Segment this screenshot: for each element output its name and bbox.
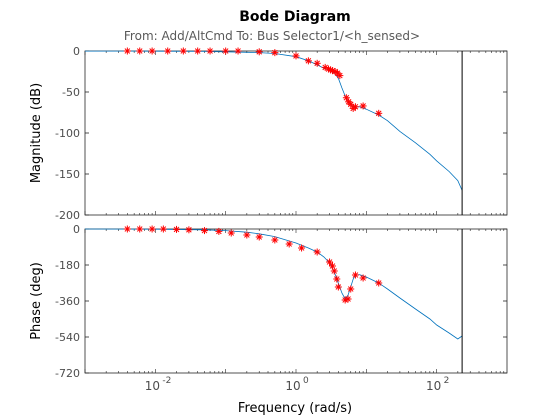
magnitude-data-marker <box>136 47 144 55</box>
magnitude-ylabel: Magnitude (dB) <box>29 83 44 183</box>
magnitude-data-marker <box>359 102 367 110</box>
phase-data-marker <box>243 231 251 239</box>
phase-data-marker <box>330 267 338 275</box>
magnitude-data-marker <box>234 47 242 55</box>
magnitude-axes-box <box>84 50 508 216</box>
magnitude-data-marker <box>123 47 131 55</box>
phase-data-marker <box>159 225 167 233</box>
magnitude-ytick-label: 0 <box>73 45 80 58</box>
magnitude-data-marker <box>194 47 202 55</box>
phase-data-marker <box>285 240 293 248</box>
xtick-exponent: 0 <box>303 376 309 386</box>
phase-ytick-label: -360 <box>55 295 80 308</box>
magnitude-ytick-label: -150 <box>55 168 80 181</box>
magnitude-series <box>84 47 463 215</box>
magnitude-data-marker <box>342 94 350 102</box>
xtick-exponent: -2 <box>162 376 171 386</box>
magnitude-data-marker <box>375 109 383 117</box>
magnitude-data-marker <box>148 47 156 55</box>
phase-data-marker <box>359 274 367 282</box>
phase-data-marker <box>328 262 336 270</box>
phase-data-marker <box>173 225 181 233</box>
phase-data-marker <box>227 229 235 237</box>
phase-data-marker <box>148 225 156 233</box>
phase-data-marker <box>326 258 334 266</box>
phase-data-marker <box>255 233 263 241</box>
magnitude-data-marker <box>336 72 344 80</box>
magnitude-ytick-label: -200 <box>55 209 80 222</box>
phase-data-marker <box>200 227 208 235</box>
phase-data-marker <box>333 275 341 283</box>
magnitude-data-marker <box>313 59 321 67</box>
magnitude-data-marker <box>351 103 359 111</box>
phase-data-marker <box>123 225 131 233</box>
phase-data-marker <box>185 226 193 234</box>
xtick-label: 10 <box>285 379 300 393</box>
magnitude-data-marker <box>292 52 300 60</box>
phase-data-marker <box>375 279 383 287</box>
xtick-label: 10 <box>426 379 441 393</box>
magnitude-data-marker <box>321 63 329 71</box>
chart-title: Bode Diagram <box>239 9 351 25</box>
magnitude-data-marker <box>222 47 230 55</box>
phase-data-marker <box>136 225 144 233</box>
xtick-exponent: 2 <box>444 376 450 386</box>
magnitude-data-marker <box>164 47 172 55</box>
phase-ytick-label: -540 <box>55 331 80 344</box>
phase-data-marker <box>215 227 223 235</box>
phase-data-marker <box>313 248 321 256</box>
chart-subtitle: From: Add/AltCmd To: Bus Selector1/<h_se… <box>124 29 420 43</box>
magnitude-ytick-label: -50 <box>62 86 80 99</box>
magnitude-data-marker <box>179 47 187 55</box>
chart-xlabel: Frequency (rad/s) <box>238 401 352 416</box>
phase-axes-box <box>84 228 508 374</box>
magnitude-data-marker <box>271 49 279 57</box>
phase-data-marker <box>344 295 352 303</box>
phase-data-marker <box>347 285 355 293</box>
phase-ytick-label: -720 <box>55 367 80 380</box>
phase-data-marker <box>298 244 306 252</box>
phase-series <box>84 225 463 373</box>
phase-data-marker <box>271 236 279 244</box>
magnitude-ticks: 0 -50 -100 -150 -200 <box>55 45 507 222</box>
magnitude-data-marker <box>255 48 263 56</box>
magnitude-data-marker <box>206 47 214 55</box>
magnitude-ytick-label: -100 <box>55 127 80 140</box>
phase-data-marker <box>334 283 342 291</box>
magnitude-plot: 0 -50 -100 -150 -200 Magnitude (dB) <box>29 45 508 222</box>
magnitude-data-marker <box>304 57 312 65</box>
phase-ytick-label: 0 <box>73 223 80 236</box>
xtick-label: 10 <box>145 379 160 393</box>
phase-ytick-label: -180 <box>55 259 80 272</box>
phase-ylabel: Phase (deg) <box>29 262 44 340</box>
phase-data-marker <box>351 271 359 279</box>
